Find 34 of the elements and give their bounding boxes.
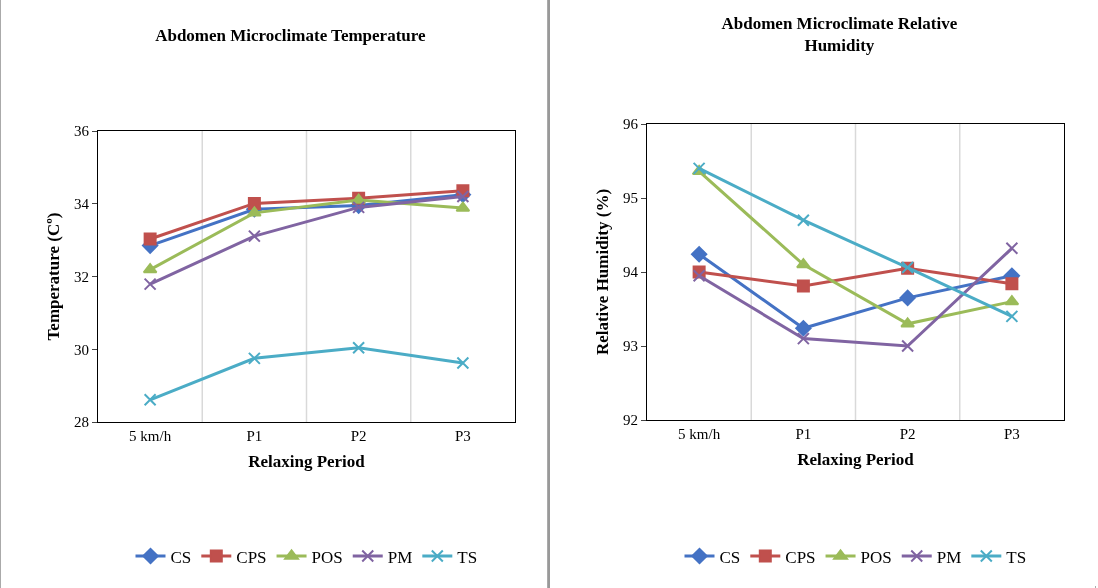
legend-label: PM xyxy=(387,547,413,567)
y-tick-label: 30 xyxy=(74,341,89,358)
legend-label: CPS xyxy=(785,547,816,567)
x-axis-title: Relaxing Period xyxy=(797,450,915,470)
x-tick-label: P1 xyxy=(246,428,263,444)
y-tick-label: 92 xyxy=(623,412,638,429)
x-tick-label: 5 km/h xyxy=(129,428,172,444)
legend-label: CS xyxy=(719,547,741,567)
y-axis-title: Temperature (Cº) xyxy=(43,212,63,341)
y-tick-label: 28 xyxy=(74,414,89,431)
x-tick-label: P1 xyxy=(795,426,812,442)
y-tick-label: 94 xyxy=(623,264,639,281)
x-axis-title: Relaxing Period xyxy=(248,452,366,472)
chart-title: Abdomen Microclimate Temperature xyxy=(155,26,427,46)
x-tick-label: P2 xyxy=(350,428,367,444)
legend-label: CPS xyxy=(236,547,267,567)
y-tick-label: 95 xyxy=(623,190,638,207)
legend-label: TS xyxy=(1006,547,1027,567)
y-tick-label: 96 xyxy=(623,116,639,133)
y-tick-label: 36 xyxy=(74,123,90,140)
legend-label: CS xyxy=(170,547,192,567)
x-tick-label: P3 xyxy=(454,428,471,444)
chart-title: Abdomen Microclimate Relative Humidity xyxy=(721,14,958,56)
legend-label: POS xyxy=(311,547,343,567)
y-axis-title: Relative Humidity (%) xyxy=(592,188,612,356)
x-tick-label: 5 km/h xyxy=(678,426,721,442)
legend-label: PM xyxy=(936,547,962,567)
x-tick-label: P2 xyxy=(899,426,916,442)
x-tick-label: P3 xyxy=(1003,426,1020,442)
legend-label: POS xyxy=(860,547,892,567)
y-tick-label: 34 xyxy=(74,196,90,212)
y-tick-label: 93 xyxy=(623,338,638,355)
y-tick-label: 32 xyxy=(74,268,89,285)
legend-label: TS xyxy=(457,547,478,567)
